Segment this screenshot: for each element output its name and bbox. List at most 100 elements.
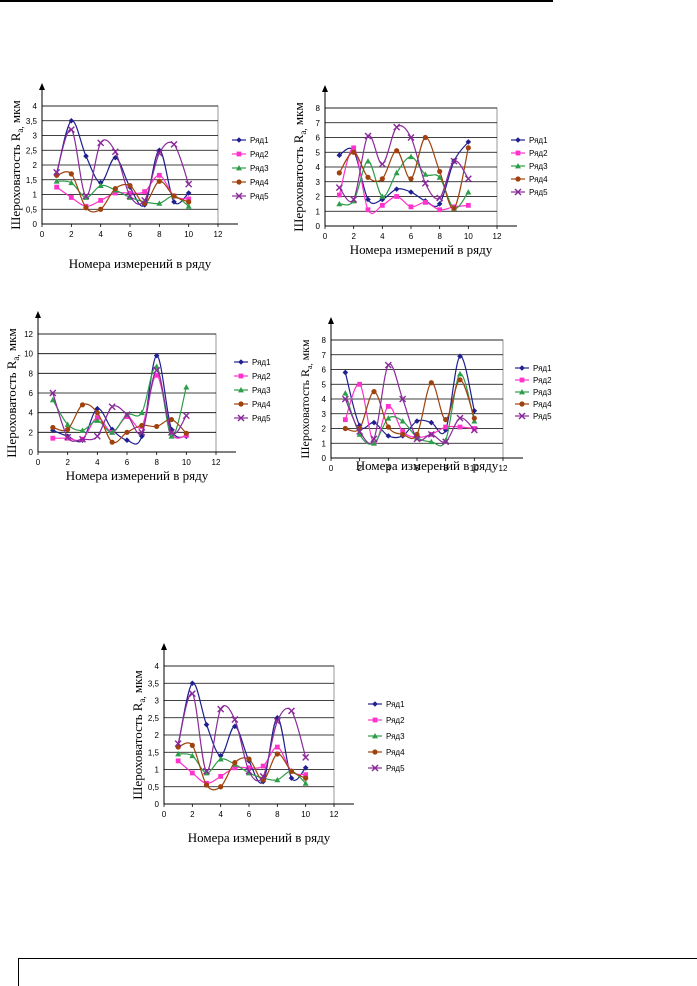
y-tick-label: 1,5: [148, 748, 160, 757]
data-point: [364, 132, 372, 140]
y-axis-arrow: [322, 85, 328, 92]
legend-marker: [238, 387, 244, 393]
legend-item: Ряд3: [234, 386, 271, 395]
data-point: [393, 169, 400, 176]
series-5: [174, 690, 310, 782]
data-point: [142, 189, 148, 194]
x-tick-label: 10: [464, 232, 473, 241]
data-point: [465, 202, 471, 208]
series-line: [177, 692, 307, 782]
series-line: [344, 383, 475, 444]
data-point: [408, 176, 414, 182]
x-tick-label: 8: [154, 458, 159, 467]
data-point: [456, 414, 464, 422]
legend-marker: [372, 717, 378, 723]
y-tick-label: 8: [322, 336, 327, 345]
cross-stroke: [273, 717, 281, 725]
cross-stroke: [64, 433, 72, 441]
data-point: [138, 428, 146, 436]
y-tick-label: 5: [322, 380, 327, 389]
legend-label: Ряд2: [250, 150, 269, 159]
data-point: [465, 139, 472, 145]
data-point: [127, 183, 133, 189]
data-point: [50, 424, 56, 431]
chart-1-svg: 0 0,5 1 1,5 2 2,5 3 3,5 4 0 2 4 6 8 10 12 Шероховатость …: [8, 83, 269, 271]
cross-stroke: [427, 430, 435, 438]
legend-label: Ряд1: [386, 700, 405, 709]
cross-stroke: [182, 412, 190, 420]
data-point: [154, 372, 160, 378]
data-point: [400, 431, 406, 437]
data-point: [171, 193, 177, 199]
legend-item: Ряд5: [511, 188, 548, 197]
legend-marker: [372, 701, 378, 707]
legend-item: Ряд5: [368, 764, 405, 773]
series-line: [56, 174, 189, 207]
x-tick-label: 0: [162, 810, 167, 819]
data-point: [471, 415, 477, 421]
data-point: [371, 440, 377, 446]
data-point: [54, 184, 60, 190]
legend-item: Ряд5: [515, 412, 552, 421]
data-point: [188, 690, 196, 698]
y-tick-label: 2: [33, 161, 38, 170]
data-point: [378, 160, 386, 168]
data-point: [185, 203, 192, 209]
data-point: [171, 199, 177, 205]
legend-item: Ряд2: [234, 372, 271, 381]
data-point: [217, 705, 225, 713]
x-tick-label: 8: [443, 464, 448, 473]
data-point: [126, 192, 134, 200]
legend-marker: [236, 137, 242, 143]
data-point: [94, 410, 100, 416]
data-point: [457, 424, 463, 430]
data-point: [357, 381, 363, 387]
cross-stroke: [456, 414, 464, 422]
data-point: [112, 190, 118, 196]
x-tick-label: 6: [125, 458, 130, 467]
data-point: [384, 361, 392, 369]
cross-stroke: [399, 395, 407, 403]
data-point: [470, 426, 478, 434]
x-tick-label: 12: [493, 232, 502, 241]
data-point: [174, 740, 182, 748]
data-point: [97, 139, 105, 147]
data-point: [471, 418, 478, 424]
legend-item: Ряд1: [232, 136, 269, 145]
y-tick-label: 2: [322, 425, 327, 434]
data-point: [356, 427, 364, 435]
data-point: [351, 149, 357, 155]
y-tick-label: 6: [29, 389, 34, 398]
data-point: [155, 149, 163, 157]
chart-1: 0 0,5 1 1,5 2 2,5 3 3,5 4 0 2 4 6 8 10 12 Шероховатость …: [0, 78, 285, 288]
data-point: [260, 763, 266, 769]
legend-label: Ряд4: [529, 175, 548, 184]
data-point: [203, 721, 210, 728]
series-line: [177, 682, 307, 784]
data-point: [203, 782, 210, 788]
x-tick-label: 4: [380, 232, 385, 241]
series-line: [52, 369, 187, 442]
y-tick-label: 1: [33, 191, 38, 200]
legend-marker: [519, 365, 525, 371]
y-tick-label: 1: [322, 439, 327, 448]
legend-item: Ряд4: [232, 178, 269, 187]
legend-item: Ряд3: [515, 388, 552, 397]
cross-stroke: [245, 767, 253, 775]
data-point: [342, 425, 348, 432]
data-point: [65, 426, 71, 432]
data-point: [350, 197, 357, 204]
legend-item: Ряд3: [368, 732, 405, 741]
y-axis-label: Шероховатость Ra, мкм: [291, 102, 308, 231]
cross-stroke: [188, 690, 196, 698]
data-point: [175, 750, 182, 757]
y-tick-label: 1: [155, 766, 160, 775]
legend-label: Ряд2: [386, 716, 405, 725]
cross-stroke: [518, 412, 526, 420]
data-point: [203, 767, 210, 775]
data-point: [336, 170, 342, 176]
cross-stroke: [407, 134, 415, 141]
x-tick-label: 8: [275, 810, 280, 819]
